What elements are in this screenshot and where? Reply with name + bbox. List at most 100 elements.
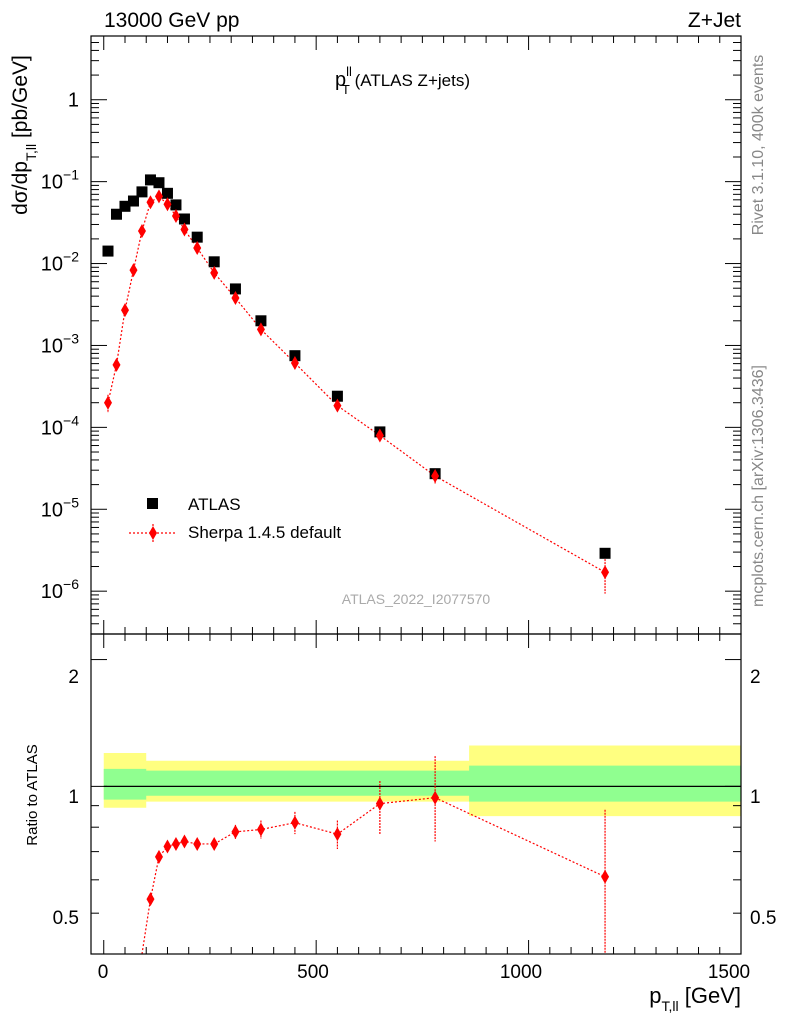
- atlas-point: [331, 390, 343, 402]
- main-ytick-label: 10−2: [41, 249, 79, 276]
- xtick-label-1000: 1000: [500, 962, 542, 983]
- ratio-bands: [103, 745, 741, 955]
- title-rest: (ATLAS Z+jets): [350, 71, 470, 90]
- main-ytick-label: 10−5: [41, 494, 79, 521]
- atlas-point: [229, 283, 241, 295]
- atlas-point: [255, 315, 267, 327]
- sherpa-point: [129, 263, 138, 278]
- sherpa-point: [431, 468, 440, 483]
- atlas-point: [144, 174, 156, 186]
- sherpa-point: [120, 303, 129, 318]
- atlas-point: [110, 208, 122, 220]
- title-main: p: [335, 69, 346, 91]
- analysis-id: ATLAS_2022_I2077570: [342, 591, 491, 607]
- energy-label: 13000 GeV pp: [104, 9, 239, 32]
- main-axis-ticks: 110−110−210−310−410−510−6: [41, 35, 742, 635]
- sherpa-line: [107, 195, 606, 573]
- ytick-exponent: −2: [63, 249, 79, 265]
- plot-title: pll T (ATLAS Z+jets): [335, 64, 470, 97]
- sherpa-point: [112, 357, 121, 372]
- xtick-label-500: 500: [297, 962, 329, 983]
- xlabel-unit: [GeV]: [679, 983, 741, 1008]
- main-ylabel: dσ/dpT,ll [pb/GeV]: [9, 55, 39, 215]
- process-label: Z+Jet: [688, 9, 741, 32]
- ytick-exponent: −1: [63, 167, 79, 183]
- ytick-base: 10: [41, 254, 63, 276]
- ratio-sherpa-point: [171, 836, 180, 851]
- main-frame: [90, 35, 742, 635]
- main-panel: 110−110−210−310−410−510−6 pll T (ATLAS Z+…: [9, 35, 742, 635]
- sherpa-point: [171, 209, 180, 224]
- ratio-ytick-2-right: 2: [750, 667, 761, 688]
- ratio-sherpa-point: [146, 892, 155, 907]
- main-ytick-label: 10−1: [41, 167, 79, 194]
- ytick-exponent: −4: [63, 412, 79, 428]
- atlas-point: [119, 200, 131, 212]
- sherpa-point: [601, 565, 610, 580]
- atlas-point: [208, 256, 220, 268]
- main-ytick-label: 10−6: [41, 576, 79, 603]
- ratio-frame: [90, 633, 742, 955]
- ratio-axis-ticks: [91, 634, 742, 955]
- ytick-base: 10: [41, 499, 63, 521]
- xtick-label-0: 0: [98, 962, 109, 983]
- sherpa-point: [290, 356, 299, 371]
- legend: ATLAS Sherpa 1.4.5 default: [129, 495, 341, 542]
- atlas-point: [191, 231, 203, 243]
- xlabel-main: p: [649, 983, 661, 1008]
- sherpa-point: [210, 265, 219, 280]
- legend-sherpa-marker: [149, 526, 157, 540]
- atlas-point: [161, 187, 173, 199]
- atlas-point: [599, 547, 611, 559]
- legend-atlas-label: ATLAS: [188, 495, 241, 514]
- ratio-sherpa-line: [141, 797, 606, 955]
- main-ylabel-sub: T,ll: [23, 144, 39, 161]
- atlas-point: [127, 195, 139, 207]
- atlas-point: [178, 213, 190, 225]
- sherpa-point: [103, 395, 112, 410]
- ratio-sherpa-point: [256, 822, 265, 837]
- sherpa-point: [180, 222, 189, 237]
- sherpa-point: [137, 223, 146, 238]
- sherpa-point: [146, 195, 155, 210]
- legend-sherpa-label: Sherpa 1.4.5 default: [188, 523, 341, 542]
- x-axis-label: pT,ll [GeV]: [649, 983, 741, 1014]
- ytick-exponent: −3: [63, 330, 79, 346]
- title-sup: ll: [346, 64, 352, 79]
- ratio-ytick-1-right: 1: [750, 787, 761, 808]
- ratio-sherpa-point: [163, 839, 172, 854]
- ratio-sherpa-point: [333, 827, 342, 842]
- ratio-panel: Ratio to ATLAS 2 1 0.5 2 1 0.5: [24, 633, 776, 955]
- title-sub: T: [342, 82, 350, 97]
- sherpa-point: [193, 240, 202, 255]
- sherpa-point: [256, 322, 265, 337]
- ytick-exponent: −6: [63, 576, 79, 592]
- ytick-base: 10: [41, 172, 63, 194]
- rivet-label: Rivet 3.1.10, 400k events: [750, 55, 767, 236]
- ratio-ytick-05-right: 0.5: [750, 908, 776, 929]
- ratio-sherpa-point: [601, 869, 610, 884]
- atlas-point: [170, 199, 182, 211]
- ratio-ytick-05-left: 0.5: [53, 908, 79, 929]
- ytick-base: 10: [41, 335, 63, 357]
- ratio-ylabel: Ratio to ATLAS: [24, 744, 41, 845]
- ratio-sherpa-point: [210, 836, 219, 851]
- mcplots-label: mcplots.cern.ch [arXiv:1306.3436]: [750, 365, 767, 607]
- main-ylabel-main: dσ/dp: [9, 161, 32, 215]
- ytick-base: 10: [41, 417, 63, 439]
- ratio-sherpa-point: [290, 815, 299, 830]
- ytick-exponent: −5: [63, 494, 79, 510]
- sherpa-point: [231, 290, 240, 305]
- main-ytick-label: 10−4: [41, 412, 79, 439]
- ratio-sherpa-point: [431, 790, 440, 805]
- main-ylabel-unit: [pb/GeV]: [9, 55, 32, 144]
- main-plot-area: [102, 174, 611, 594]
- atlas-point: [102, 245, 114, 257]
- main-ytick-label: 10−3: [41, 330, 79, 357]
- atlas-point: [153, 177, 165, 189]
- sherpa-point: [333, 398, 342, 413]
- main-ytick-label: 1: [68, 90, 79, 112]
- ratio-sherpa-point: [375, 796, 384, 811]
- ratio-sherpa-point: [180, 834, 189, 849]
- xtick-label-1500: 1500: [708, 962, 750, 983]
